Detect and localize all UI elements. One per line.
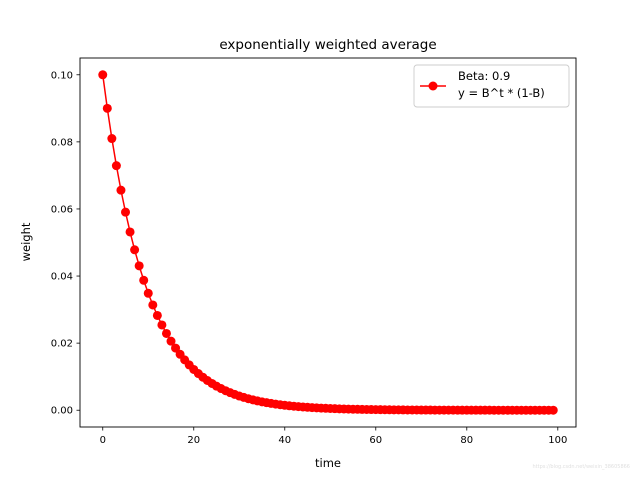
- data-point: [548, 405, 558, 415]
- x-tick-label: 0: [100, 435, 106, 446]
- y-tick-label: 0.06: [51, 204, 73, 215]
- y-tick-label: 0.02: [51, 339, 73, 350]
- data-point: [148, 300, 158, 310]
- x-tick-label: 80: [460, 435, 473, 446]
- x-tick-label: 100: [548, 435, 567, 446]
- x-axis-label: time: [315, 456, 341, 470]
- data-point: [161, 328, 171, 338]
- legend: Beta: 0.9 y = B^t * (1-B): [413, 64, 570, 108]
- watermark: https://blog.csdn.net/weixin_38605866: [532, 464, 630, 470]
- data-point: [171, 343, 181, 353]
- data-point: [102, 103, 112, 113]
- chart-title: exponentially weighted average: [219, 37, 436, 53]
- x-tick-label: 40: [278, 435, 291, 446]
- y-tick-label: 0.10: [51, 70, 73, 81]
- legend-label-line-1: Beta: 0.9: [458, 69, 510, 83]
- plot-area: [98, 70, 558, 415]
- axes-frame: [79, 57, 577, 428]
- y-axis-label: weight: [19, 222, 33, 261]
- data-point: [139, 275, 149, 285]
- data-point: [152, 310, 162, 320]
- data-point: [107, 134, 117, 144]
- y-tick-label: 0.08: [51, 137, 73, 148]
- data-point: [111, 161, 121, 171]
- legend-label-line-2: y = B^t * (1-B): [458, 86, 545, 100]
- data-point: [143, 288, 153, 298]
- data-point: [116, 185, 126, 195]
- y-tick-label: 0.00: [51, 406, 73, 417]
- data-point: [134, 261, 144, 271]
- x-axis: 0 20 40 60 80 100: [100, 427, 567, 446]
- x-tick-label: 20: [187, 435, 200, 446]
- legend-marker-swatch: [428, 81, 438, 91]
- x-tick-label: 60: [369, 435, 382, 446]
- y-tick-label: 0.04: [51, 272, 73, 283]
- data-point: [98, 70, 108, 80]
- data-point: [166, 336, 176, 346]
- data-point: [125, 227, 135, 237]
- data-point: [121, 207, 130, 217]
- legend-box: [413, 64, 570, 108]
- data-point: [130, 245, 140, 255]
- data-point: [157, 320, 167, 330]
- y-axis: 0.00 0.02 0.04 0.06 0.08 0.10: [51, 70, 80, 417]
